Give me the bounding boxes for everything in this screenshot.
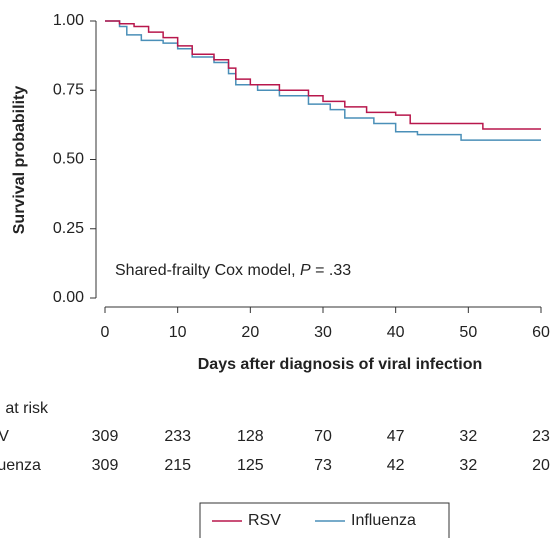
legend-label: Influenza	[351, 512, 416, 529]
annotation-text: P	[300, 262, 311, 279]
x-tick-label: 0	[101, 324, 110, 341]
risk-count: 23	[532, 428, 550, 445]
risk-count: 215	[164, 457, 191, 474]
y-tick-label: 0.25	[53, 220, 84, 237]
y-tick-label: 1.00	[53, 12, 84, 29]
annotation: Shared-frailty Cox model, P = .33	[115, 262, 351, 279]
y-tick-label: 0.00	[53, 289, 84, 306]
risk-row-label: RSV	[0, 428, 9, 445]
x-tick-label: 10	[169, 324, 187, 341]
legend-label: RSV	[248, 512, 281, 529]
survival-curve	[105, 20, 541, 130]
risk-count: 20	[532, 457, 550, 474]
annotation-text: = .33	[311, 262, 352, 279]
x-tick-label: 20	[241, 324, 259, 341]
risk-count: 42	[387, 457, 405, 474]
risk-count: 233	[164, 428, 191, 445]
risk-count: 309	[92, 457, 119, 474]
risk-count: 32	[459, 428, 477, 445]
survival-curve	[105, 20, 541, 141]
x-axis-label: Days after diagnosis of viral infection	[198, 356, 483, 373]
risk-count: 70	[314, 428, 332, 445]
annotation-text: Shared-frailty Cox model,	[115, 262, 300, 279]
risk-count: 309	[92, 428, 119, 445]
risk-count: 128	[237, 428, 264, 445]
y-tick-label: 0.50	[53, 151, 84, 168]
risk-table-title: No. at risk	[0, 400, 49, 417]
x-tick-label: 40	[387, 324, 405, 341]
legend-box	[199, 502, 450, 538]
y-axis-label: Survival probability	[11, 86, 28, 235]
x-tick-label: 50	[459, 324, 477, 341]
risk-count: 47	[387, 428, 405, 445]
risk-count: 73	[314, 457, 332, 474]
risk-row-label: Influenza	[0, 457, 41, 474]
y-tick-label: 0.75	[53, 81, 84, 98]
x-tick-label: 60	[532, 324, 550, 341]
risk-count: 125	[237, 457, 264, 474]
x-tick-label: 30	[314, 324, 332, 341]
risk-count: 32	[459, 457, 477, 474]
